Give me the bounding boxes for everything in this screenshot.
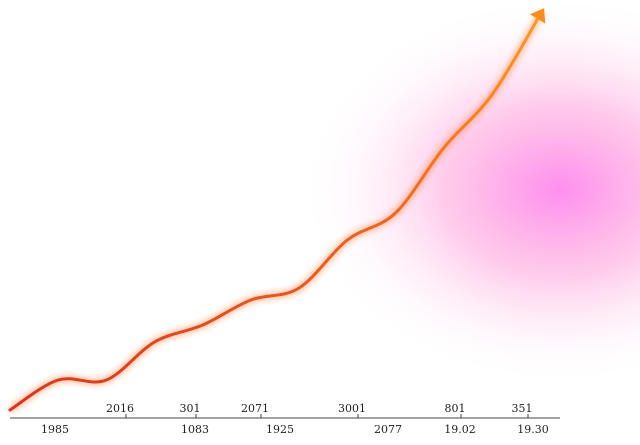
plot xyxy=(8,8,546,413)
x-label-top: 801 xyxy=(445,402,466,415)
x-label-bottom: 19.02 xyxy=(444,423,476,436)
arrow-head xyxy=(530,8,546,24)
x-label-top: 2071 xyxy=(241,402,269,415)
x-label-bottom: 1083 xyxy=(181,423,209,436)
x-label-bottom: 1925 xyxy=(266,423,294,436)
x-label-bottom: 1985 xyxy=(41,423,69,436)
x-label-top: 301 xyxy=(180,402,201,415)
x-label-bottom: 19.30 xyxy=(517,423,549,436)
x-label-top: 2016 xyxy=(106,402,134,415)
line xyxy=(8,13,542,412)
x-label-bottom: 2077 xyxy=(374,423,402,436)
x-label-top: 351 xyxy=(512,402,533,415)
x-label-top: 3001 xyxy=(338,402,366,415)
